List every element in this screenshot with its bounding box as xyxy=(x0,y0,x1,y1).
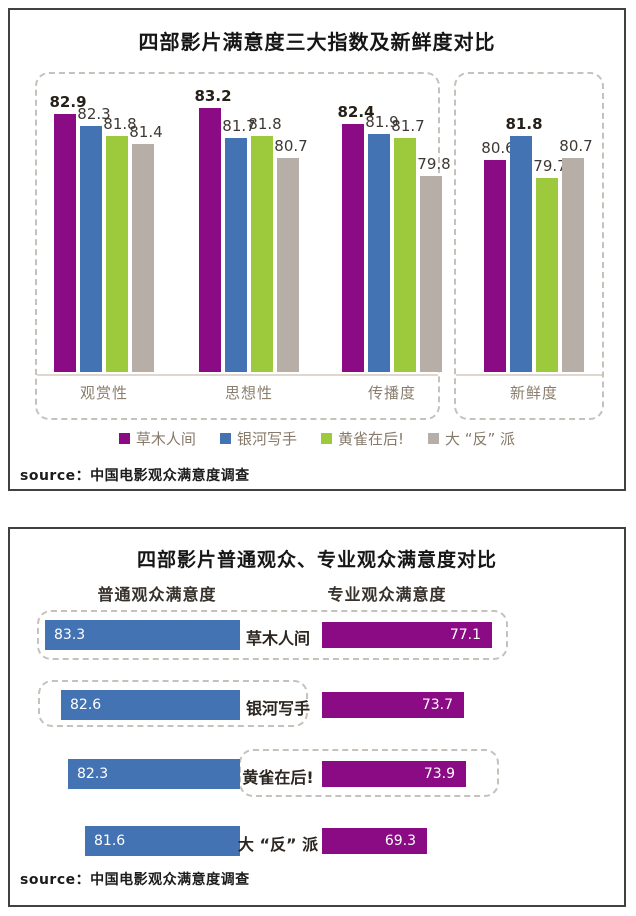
legend-swatch-icon xyxy=(320,433,332,444)
value-label: 82.9 xyxy=(49,93,87,111)
bar-黄雀在后! xyxy=(394,138,416,372)
value-label: 81.7 xyxy=(391,117,425,135)
bar-草木人间 xyxy=(199,108,221,372)
bar-草木人间 xyxy=(54,114,76,372)
bar-大 “反” 派 xyxy=(562,158,584,372)
bar-银河写手 xyxy=(225,138,247,372)
professional-audience-header: 专业观众满意度 xyxy=(327,585,447,604)
bar-草木人间 xyxy=(342,124,364,372)
legend-swatch-icon xyxy=(118,433,130,444)
bar-黄雀在后! xyxy=(106,136,128,372)
film-label-银河写手: 银河写手 xyxy=(245,699,311,718)
bar-大 “反” 派 xyxy=(277,158,299,372)
bar-银河写手 xyxy=(368,134,390,372)
value-label: 81.8 xyxy=(248,115,282,133)
value-label: 81.7 xyxy=(222,117,256,135)
freshness-group-dashed-box xyxy=(454,72,604,420)
legend-swatch-icon xyxy=(219,433,231,444)
bar-group-2: 83.2 81.7 81.8 80.7 xyxy=(194,72,308,372)
bar-银河写手 xyxy=(80,126,102,372)
category-label-新鲜度: 新鲜度 xyxy=(509,384,559,402)
bar-银河写手 xyxy=(510,136,532,372)
bar-大 “反” 派 xyxy=(420,176,442,372)
bar-大 “反” 派 xyxy=(132,144,154,372)
value-label: 80.7 xyxy=(274,137,308,155)
value-label: 82.3 xyxy=(77,105,111,123)
ordinary-score-bar-银河写手: 82.6 xyxy=(61,690,240,720)
bar-group-3: 82.4 81.9 81.7 79.8 xyxy=(337,72,451,372)
legend-label: 草木人间 xyxy=(135,430,196,448)
value-label: 80.6 xyxy=(481,139,515,157)
value-label: 80.7 xyxy=(559,137,593,155)
chart2-title: 四部影片普通观众、专业观众满意度对比 xyxy=(136,549,497,571)
ordinary-score-bar-草木人间: 83.3 xyxy=(45,620,240,650)
ordinary-audience-header: 普通观众满意度 xyxy=(97,585,217,604)
legend-item-草木人间: 草木人间 xyxy=(118,428,196,449)
bar-黄雀在后! xyxy=(251,136,273,372)
chart1-legend: 草木人间 银河写手 黄雀在后! 大 “反” 派 xyxy=(10,428,624,449)
bar-group-1: 82.9 82.3 81.8 81.4 xyxy=(49,72,163,372)
chart1-plot-area: 82.9 82.3 81.8 81.4 83.2 81.7 81.8 80.7 82.4 81.9… xyxy=(10,72,624,420)
value-label: 81.8 xyxy=(505,115,543,133)
category-label-传播度: 传播度 xyxy=(367,384,417,402)
legend-item-大 “反” 派: 大 “反” 派 xyxy=(427,428,516,449)
value-label: 82.4 xyxy=(337,103,375,121)
legend-item-黄雀在后!: 黄雀在后! xyxy=(320,428,404,449)
chart1-title: 四部影片满意度三大指数及新鲜度对比 xyxy=(138,30,496,54)
professional-score-bar-大 “反” 派: 69.3 xyxy=(322,828,427,854)
value-label: 79.7 xyxy=(533,157,567,175)
film-label-黄雀在后!: 黄雀在后! xyxy=(242,768,314,787)
professional-score-bar-银河写手: 73.7 xyxy=(322,692,464,718)
row2-highlight-box xyxy=(38,680,308,727)
satisfaction-index-chart-card: 四部影片满意度三大指数及新鲜度对比 82.9 82.3 81.8 81.4 83.2 81… xyxy=(8,8,626,491)
film-label-草木人间: 草木人间 xyxy=(245,629,311,648)
chart2-source: source：中国电影观众满意度调查 xyxy=(20,872,250,888)
legend-label: 银河写手 xyxy=(236,430,297,448)
legend-item-银河写手: 银河写手 xyxy=(219,428,297,449)
ordinary-score-bar-大 “反” 派: 81.6 xyxy=(85,826,240,856)
professional-score-bar-黄雀在后!: 73.9 xyxy=(322,761,466,787)
chart1-baseline-left xyxy=(37,374,438,376)
legend-swatch-icon xyxy=(427,433,439,444)
value-label: 81.9 xyxy=(365,113,399,131)
value-label: 81.4 xyxy=(129,123,163,141)
legend-label: 大 “反” 派 xyxy=(444,430,516,448)
value-label: 81.8 xyxy=(103,115,137,133)
legend-label: 黄雀在后! xyxy=(337,430,404,448)
chart1-source: source：中国电影观众满意度调查 xyxy=(20,468,250,484)
value-label: 79.8 xyxy=(417,155,451,173)
bar-草木人间 xyxy=(484,160,506,372)
audience-comparison-chart-card: 四部影片普通观众、专业观众满意度对比 普通观众满意度 专业观众满意度 83.3 草… xyxy=(8,527,626,907)
ordinary-score-bar-黄雀在后!: 82.3 xyxy=(68,759,240,789)
professional-score-bar-草木人间: 77.1 xyxy=(322,622,492,648)
bar-group-4: 80.6 81.8 79.7 80.7 xyxy=(481,72,593,372)
category-label-思想性: 思想性 xyxy=(224,384,274,402)
category-label-观赏性: 观赏性 xyxy=(79,384,129,402)
row3-highlight-box xyxy=(239,749,499,797)
film-label-大 “反” 派: 大 “反” 派 xyxy=(237,835,319,854)
bar-黄雀在后! xyxy=(536,178,558,372)
row1-highlight-box xyxy=(37,610,508,660)
chart1-baseline-right xyxy=(456,374,602,376)
value-label: 83.2 xyxy=(194,87,232,105)
